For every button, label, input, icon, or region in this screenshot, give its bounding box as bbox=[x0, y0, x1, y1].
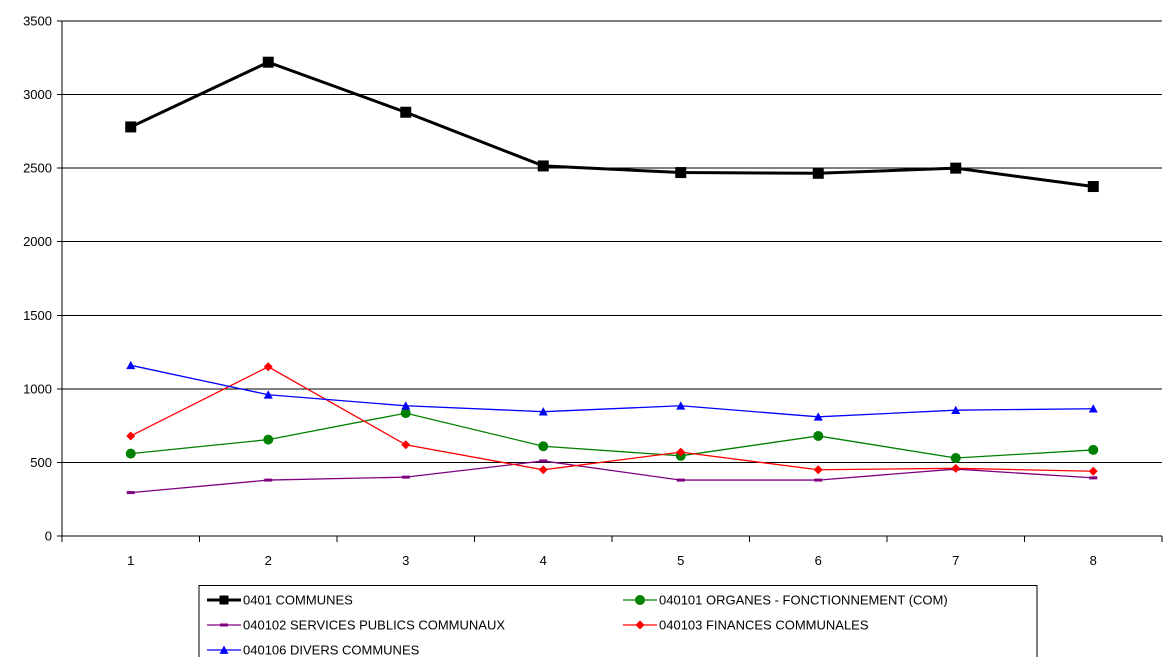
legend-item: 040106 DIVERS COMMUNES bbox=[207, 643, 420, 658]
series-line bbox=[130, 460, 1094, 494]
data-point-triangle bbox=[676, 401, 686, 410]
series-line bbox=[130, 412, 1094, 459]
data-point-triangle bbox=[538, 407, 548, 416]
legend-item: 040103 FINANCES COMMUNALES bbox=[623, 618, 869, 633]
data-point-circle bbox=[635, 595, 645, 605]
data-point-square bbox=[219, 595, 229, 605]
data-point-circle bbox=[1088, 444, 1099, 455]
data-point-square bbox=[1087, 181, 1099, 193]
data-point-triangle bbox=[401, 401, 411, 410]
data-point-diamond bbox=[1088, 466, 1098, 476]
data-point-square bbox=[812, 167, 824, 179]
data-point-dash bbox=[1089, 476, 1098, 480]
data-point-square bbox=[125, 121, 137, 133]
data-point-square bbox=[400, 106, 412, 118]
data-point-dash bbox=[264, 478, 273, 482]
y-tick-label: 3000 bbox=[23, 87, 52, 102]
x-tick-label: 3 bbox=[402, 553, 409, 568]
data-point-square bbox=[262, 56, 274, 68]
series-2 bbox=[125, 408, 1099, 464]
y-tick-label: 0 bbox=[45, 529, 52, 544]
data-point-triangle bbox=[1088, 404, 1098, 413]
y-tick-label: 1500 bbox=[23, 308, 52, 323]
x-tick-label: 6 bbox=[815, 553, 822, 568]
data-point-diamond bbox=[951, 463, 961, 473]
data-point-dash bbox=[814, 478, 823, 482]
y-tick-label: 3500 bbox=[23, 14, 52, 29]
x-tick-label: 5 bbox=[677, 553, 684, 568]
legend-item: 040102 SERVICES PUBLICS COMMUNAUX bbox=[207, 618, 505, 633]
x-tick-label: 7 bbox=[952, 553, 959, 568]
data-point-square bbox=[675, 167, 687, 179]
legend-box bbox=[198, 585, 1038, 662]
data-point-diamond bbox=[635, 620, 645, 630]
data-point-circle bbox=[400, 408, 411, 419]
legend-label: 040106 DIVERS COMMUNES bbox=[243, 643, 420, 658]
series-3 bbox=[126, 459, 1098, 495]
series-line bbox=[130, 366, 1094, 472]
data-point-triangle bbox=[263, 390, 273, 399]
y-tick-label: 2000 bbox=[23, 234, 52, 249]
y-tick-label: 1000 bbox=[23, 381, 52, 396]
data-point-diamond bbox=[401, 440, 411, 450]
data-point-triangle bbox=[813, 412, 823, 421]
data-point-diamond bbox=[676, 447, 686, 457]
y-tick-label: 500 bbox=[30, 455, 52, 470]
data-point-triangle bbox=[219, 645, 229, 654]
series-5 bbox=[126, 360, 1098, 421]
data-point-circle bbox=[813, 430, 824, 441]
y-tick-label: 2500 bbox=[23, 161, 52, 176]
legend-item: 040101 ORGANES - FONCTIONNEMENT (COM) bbox=[623, 593, 948, 608]
data-point-diamond bbox=[813, 465, 823, 475]
data-point-square bbox=[537, 160, 549, 172]
data-point-diamond bbox=[263, 362, 273, 372]
legend-label: 040101 ORGANES - FONCTIONNEMENT (COM) bbox=[659, 593, 948, 608]
legend-item: 0401 COMMUNES bbox=[207, 593, 353, 608]
x-tick-label: 8 bbox=[1090, 553, 1097, 568]
data-point-dash bbox=[539, 459, 548, 463]
data-point-circle bbox=[950, 453, 961, 464]
series-line bbox=[130, 60, 1094, 189]
legend-label: 040103 FINANCES COMMUNALES bbox=[659, 618, 869, 633]
series-4 bbox=[126, 362, 1098, 476]
series-line bbox=[130, 364, 1094, 418]
x-tick-label: 4 bbox=[540, 553, 547, 568]
x-tick-label: 2 bbox=[265, 553, 272, 568]
data-point-dash bbox=[401, 475, 410, 479]
data-point-dash bbox=[676, 478, 685, 482]
data-point-circle bbox=[263, 434, 274, 445]
data-point-diamond bbox=[126, 431, 136, 441]
data-point-circle bbox=[125, 448, 136, 459]
data-point-diamond bbox=[538, 465, 548, 475]
data-point-triangle bbox=[126, 360, 136, 370]
series-1 bbox=[125, 56, 1099, 193]
data-point-triangle bbox=[951, 405, 961, 415]
legend-label: 0401 COMMUNES bbox=[243, 593, 353, 608]
data-point-dash bbox=[126, 491, 135, 495]
data-point-circle bbox=[538, 441, 549, 452]
data-point-dash bbox=[220, 623, 228, 627]
legend: 0401 COMMUNES 040101 ORGANES - FONCTIONNE… bbox=[198, 585, 1038, 662]
legend-label: 040102 SERVICES PUBLICS COMMUNAUX bbox=[243, 618, 505, 633]
x-tick-label: 1 bbox=[127, 553, 134, 568]
data-point-square bbox=[950, 162, 962, 174]
